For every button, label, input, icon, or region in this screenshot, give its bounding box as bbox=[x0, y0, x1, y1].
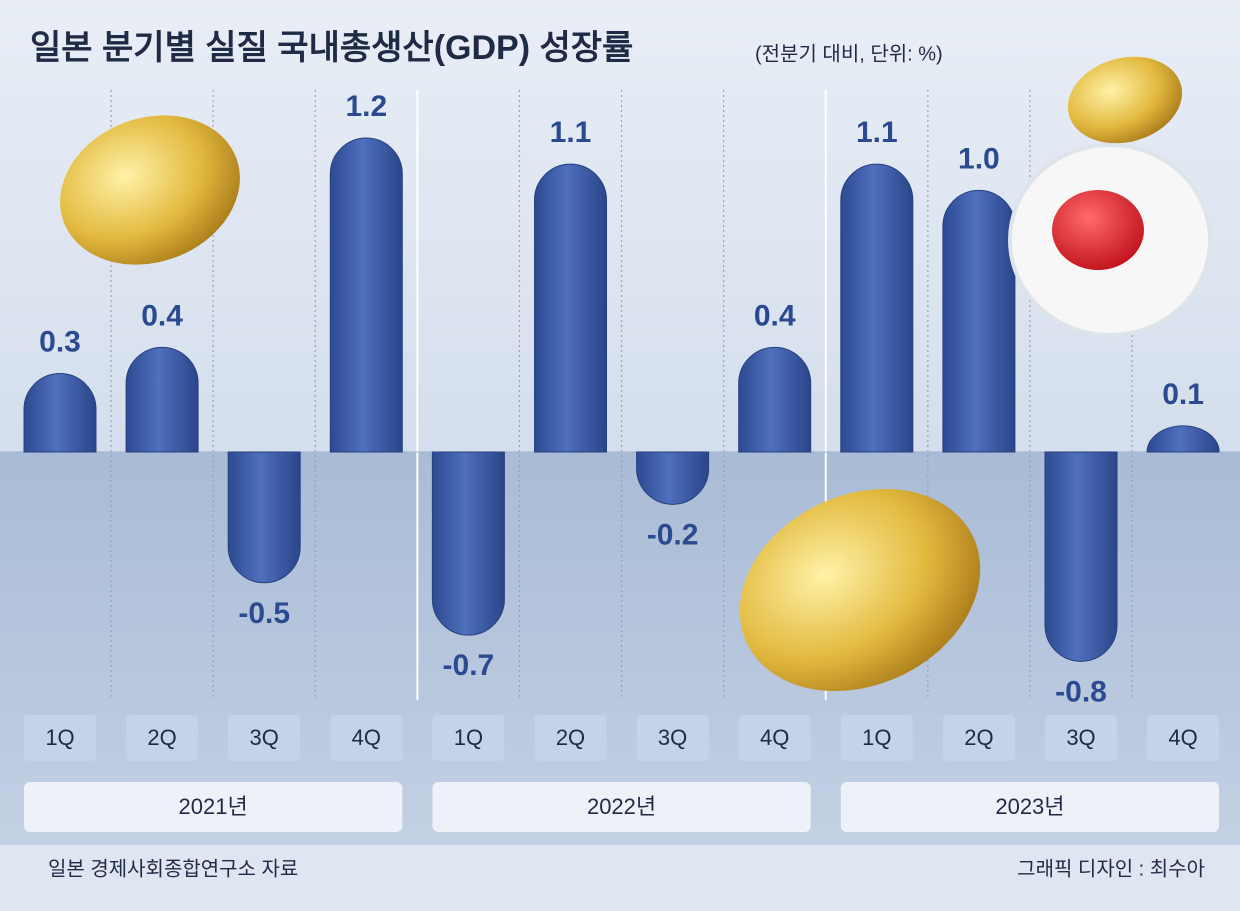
bar bbox=[942, 189, 1016, 453]
category-box bbox=[126, 715, 199, 761]
flag-circle bbox=[1052, 190, 1144, 270]
group-box bbox=[432, 782, 811, 832]
bar bbox=[227, 451, 301, 584]
bars bbox=[23, 137, 1220, 662]
category-box bbox=[432, 715, 505, 761]
value-label: 1.0 bbox=[958, 142, 1000, 175]
category-box bbox=[1147, 715, 1220, 761]
x-tick-label: 3Q bbox=[1066, 725, 1095, 750]
x-tick-label: 4Q bbox=[352, 725, 381, 750]
bar bbox=[1146, 425, 1220, 453]
group-box bbox=[840, 782, 1220, 832]
category-box bbox=[942, 715, 1015, 761]
decoration bbox=[60, 56, 1212, 692]
x-tick-label: 2Q bbox=[556, 725, 585, 750]
x-tick-label: 1Q bbox=[862, 725, 891, 750]
value-label: -0.8 bbox=[1055, 675, 1107, 708]
x-tick-label: 1Q bbox=[454, 725, 483, 750]
category-box bbox=[330, 715, 403, 761]
group-box bbox=[24, 782, 403, 832]
value-label: -0.7 bbox=[443, 649, 495, 682]
background-bottom bbox=[0, 452, 1240, 911]
value-label: 1.1 bbox=[550, 116, 592, 149]
group-label: 2022년 bbox=[587, 794, 656, 819]
value-label: 0.3 bbox=[39, 325, 81, 358]
value-label: 0.1 bbox=[1162, 378, 1204, 411]
x-tick-label: 4Q bbox=[760, 725, 789, 750]
group-label: 2023년 bbox=[995, 794, 1064, 819]
group-label: 2021년 bbox=[179, 794, 248, 819]
category-box bbox=[24, 715, 96, 761]
bar bbox=[636, 451, 710, 505]
category-box bbox=[534, 715, 607, 761]
x-tick-label: 3Q bbox=[250, 725, 279, 750]
value-label: 0.4 bbox=[754, 299, 796, 332]
coin bbox=[1067, 56, 1183, 144]
bar bbox=[329, 137, 403, 453]
footer-band bbox=[0, 845, 1240, 911]
category-box bbox=[636, 715, 709, 761]
source: 일본 경제사회종합연구소 자료 bbox=[48, 857, 298, 880]
category-box bbox=[1045, 715, 1117, 761]
x-tick-label: 1Q bbox=[45, 725, 74, 750]
category-box bbox=[228, 715, 301, 761]
bar bbox=[1044, 451, 1118, 662]
x-tick-label: 4Q bbox=[1168, 725, 1197, 750]
x-tick-label: 3Q bbox=[658, 725, 687, 750]
bar bbox=[738, 346, 812, 453]
credit: 그래픽 디자인 : 최수아 bbox=[1017, 857, 1205, 880]
category-box bbox=[738, 715, 811, 761]
chart-subtitle: (전분기 대비, 단위: %) bbox=[755, 42, 943, 65]
coin bbox=[739, 488, 981, 692]
value-label: 1.1 bbox=[856, 116, 898, 149]
bar bbox=[125, 346, 199, 453]
coin bbox=[60, 115, 240, 265]
bar bbox=[23, 373, 97, 453]
value-label: -0.2 bbox=[647, 518, 699, 551]
category-box bbox=[840, 715, 913, 761]
bar bbox=[840, 163, 914, 453]
value-label: 0.4 bbox=[141, 299, 183, 332]
x-tick-label: 2Q bbox=[964, 725, 993, 750]
chart-title: 일본 분기별 실질 국내총생산(GDP) 성장률 bbox=[30, 29, 633, 67]
x-tick-label: 2Q bbox=[147, 725, 176, 750]
bar bbox=[534, 163, 607, 453]
value-label: -0.5 bbox=[238, 597, 290, 630]
value-label: 1.2 bbox=[345, 90, 387, 123]
bar bbox=[431, 451, 505, 636]
